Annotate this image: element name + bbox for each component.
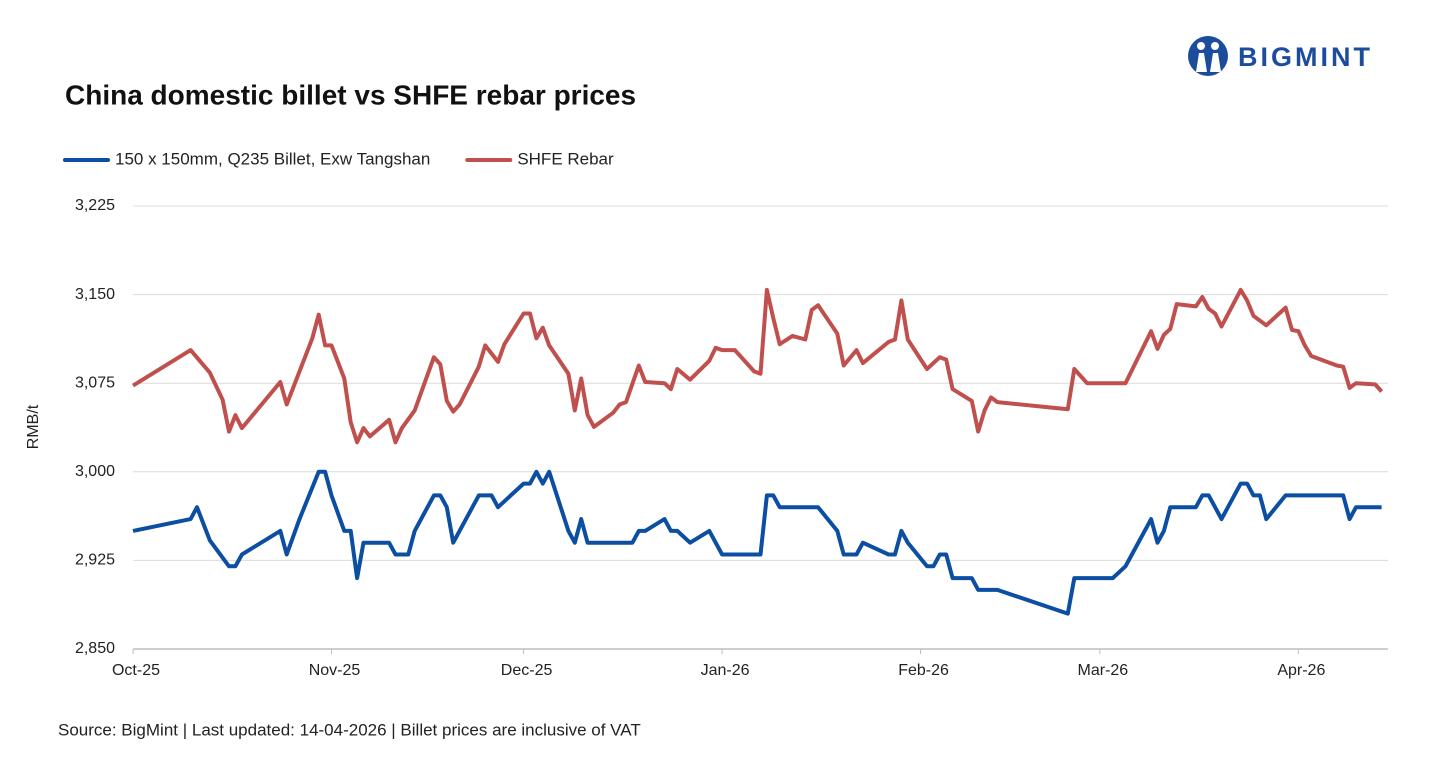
x-tick-label: Feb-26 (898, 662, 949, 679)
logo-figure (1197, 42, 1205, 50)
chart-title: China domestic billet vs SHFE rebar pric… (65, 79, 636, 110)
logo-figure (1211, 42, 1219, 50)
y-tick-label: 3,075 (75, 374, 115, 391)
series-line (131, 287, 1384, 445)
series-line (132, 469, 1382, 616)
source-note: Source: BigMint | Last updated: 14-04-20… (58, 720, 641, 739)
x-tick-label: Dec-25 (501, 662, 553, 679)
x-tick-label: Mar-26 (1078, 662, 1129, 679)
y-tick-label: 2,850 (75, 640, 115, 657)
y-tick-label: 3,150 (75, 286, 115, 303)
logo-figure (1196, 53, 1221, 72)
y-tick-label: 3,000 (75, 463, 115, 480)
logo-text: BIGMINT (1238, 42, 1373, 72)
legend-label: 150 x 150mm, Q235 Billet, Exw Tangshan (115, 149, 430, 168)
y-axis-label: RMB/t (25, 404, 42, 449)
legend-label: SHFE Rebar (517, 149, 614, 168)
y-tick-label: 3,225 (75, 197, 115, 214)
x-tick-label: Nov-25 (309, 662, 361, 679)
x-tick-label: Apr-26 (1277, 662, 1325, 679)
x-tick-label: Jan-26 (701, 662, 750, 679)
x-tick-label: Oct-25 (112, 662, 160, 679)
logo-icon (1188, 36, 1228, 76)
y-tick-label: 2,925 (75, 552, 115, 569)
logo: BIGMINT (1188, 36, 1373, 76)
